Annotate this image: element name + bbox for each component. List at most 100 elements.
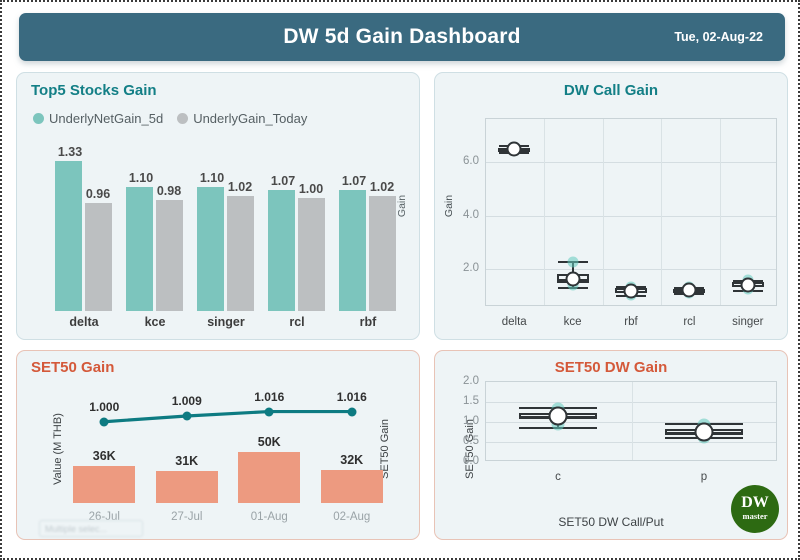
bar-category-label: kce <box>144 315 166 329</box>
panel-title-top5: Top5 Stocks Gain <box>31 82 157 99</box>
y-axis-tick: 4.0 <box>463 208 479 221</box>
gridline <box>486 442 776 443</box>
category-divider <box>603 119 604 305</box>
panel-top5-stocks-gain: Top5 Stocks Gain UnderlyNetGain_5d Under… <box>16 72 420 340</box>
set50-x-label: 27-Jul <box>171 511 203 523</box>
panel-title-set50: SET50 Gain <box>31 359 115 376</box>
legend-item-underlynetgain5d[interactable]: UnderlyNetGain_5d <box>33 111 163 126</box>
axis-label-set50-dw-callput: SET50 DW Call/Put <box>558 515 664 529</box>
combo-chart-set50: 36K 26-Jul 31K 27-Jul 50K 01-Aug 32K 02-Aug 1.00… <box>63 381 393 533</box>
header-date: Tue, 02-Aug-22 <box>674 30 763 44</box>
bar-group: 1.07 1.02 rbf <box>337 145 399 329</box>
bar-rcl-net5d[interactable]: 1.07 <box>268 174 295 311</box>
boxplot-mean-marker <box>548 406 568 426</box>
panel-title-dw-call: DW Call Gain <box>563 82 659 99</box>
bar-category-label: singer <box>207 315 245 329</box>
category-divider <box>661 119 662 305</box>
category-divider <box>544 119 545 305</box>
legend-top5: UnderlyNetGain_5d UnderlyGain_Today <box>33 111 307 126</box>
boxplot-mean-marker <box>740 277 756 292</box>
set50-x-label: 02-Aug <box>333 511 371 523</box>
y-axis-tick: 0.0 <box>463 455 479 467</box>
bar-value-label: 1.00 <box>298 182 324 196</box>
bar-rbf-net5d[interactable]: 1.07 <box>339 174 366 311</box>
boxplot-mean-marker <box>681 282 697 298</box>
x-axis-tick: rbf <box>624 316 638 328</box>
legend-label: UnderlyNetGain_5d <box>49 111 164 126</box>
legend-label: UnderlyGain_Today <box>193 111 308 126</box>
set50-line-point <box>264 407 274 417</box>
set50-line-label: 1.000 <box>89 399 120 414</box>
set50-line-label: 1.009 <box>171 394 202 408</box>
bar-value-label: 1.07 <box>341 174 367 188</box>
x-axis-tick: kce <box>563 316 582 328</box>
set50-line-point <box>99 417 109 427</box>
y-axis-tick: 2.0 <box>463 375 479 387</box>
set50-bar-27-Jul[interactable] <box>155 471 218 503</box>
bar-value-label: 0.96 <box>85 187 111 201</box>
gridline <box>486 269 776 270</box>
page-title: DW 5d Gain Dashboard <box>283 25 521 48</box>
bar-value-label: 1.33 <box>57 145 83 159</box>
x-axis-tick: p <box>700 471 708 483</box>
x-axis-tick: rcl <box>683 316 696 328</box>
bar-singer-today[interactable]: 1.02 <box>227 180 254 311</box>
bar-singer-net5d[interactable]: 1.10 <box>197 171 224 311</box>
legend-item-underlygaintoday[interactable]: UnderlyGain_Today <box>177 111 307 126</box>
gridline <box>486 422 776 423</box>
bar-value-label: 0.98 <box>156 184 182 198</box>
boxplot-stem-upper <box>571 260 574 275</box>
bar-group: 1.10 1.02 singer <box>195 145 257 329</box>
y-axis-tick: 0.5 <box>463 435 479 447</box>
set50-bar-01-Aug[interactable] <box>238 452 301 503</box>
panel-set50-gain: SET50 Gain Value (M THB) SET50 Gain 36K 2… <box>16 350 420 540</box>
multiple-selection-dropdown[interactable]: Multiple selec... <box>39 520 143 537</box>
header-bar: DW 5d Gain Dashboard Tue, 02-Aug-22 <box>19 13 785 61</box>
bar-rcl-today[interactable]: 1.00 <box>298 182 325 311</box>
bar-value-label: 1.02 <box>227 180 253 194</box>
dw-master-logo: DW master <box>731 485 779 533</box>
x-axis-tick: singer <box>732 316 764 328</box>
axis-label-set50-gain-left: SET50 Gain <box>463 418 476 479</box>
x-axis-tick: delta <box>501 316 527 328</box>
set50-bar-label: 32K <box>340 453 364 467</box>
set50-bar-label: 36K <box>92 449 116 463</box>
logo-dw-text: DW <box>741 494 769 512</box>
legend-dot-icon <box>33 113 44 124</box>
boxplot-mean-marker <box>623 283 639 299</box>
bar-value-label: 1.07 <box>270 174 296 188</box>
bar-group: 1.33 0.96 delta <box>53 145 115 329</box>
bar-value-label: 1.02 <box>369 180 395 194</box>
gridline <box>486 162 776 163</box>
logo-master-text: master <box>742 511 768 522</box>
panel-set50-dw-gain: SET50 DW Gain SET50 Gain 0.0 0.5 1.0 1.5 2.0… <box>434 350 788 540</box>
panel-dw-call-gain: DW Call Gain Gain 2.0 4.0 6.0 delta kce rbf rc… <box>434 72 788 340</box>
category-divider <box>720 119 721 305</box>
set50-x-label: 01-Aug <box>250 511 288 523</box>
bar-rbf-today[interactable]: 1.02 <box>369 180 396 311</box>
y-axis-tick: 6.0 <box>463 154 479 167</box>
boxplot-mean-marker <box>694 422 714 442</box>
y-axis-tick: 1.0 <box>463 415 479 427</box>
bar-delta-today[interactable]: 0.96 <box>85 187 112 311</box>
bar-category-label: delta <box>69 315 99 329</box>
bar-category-label: rbf <box>359 315 377 329</box>
set50-bar-26-Jul[interactable] <box>73 466 136 503</box>
bar-group: 1.07 1.00 rcl <box>266 145 328 329</box>
y-axis-tick: 1.5 <box>463 395 479 407</box>
bar-group: 1.10 0.98 kce <box>124 145 186 329</box>
bar-kce-net5d[interactable]: 1.10 <box>126 171 153 311</box>
set50-bar-label: 31K <box>175 454 199 468</box>
bar-value-label: 1.10 <box>199 171 225 185</box>
plot-area <box>485 381 777 461</box>
boxplot-mean-marker <box>506 141 522 157</box>
y-axis-tick: 2.0 <box>463 262 479 275</box>
axis-label-gain-right: Gain <box>395 194 408 218</box>
set50-line-series <box>104 409 352 424</box>
set50-bar-02-Aug[interactable] <box>320 470 383 503</box>
gridline <box>486 402 776 403</box>
bar-kce-today[interactable]: 0.98 <box>156 184 183 311</box>
legend-dot-icon <box>177 113 189 124</box>
bar-delta-net5d[interactable]: 1.33 <box>55 145 82 311</box>
